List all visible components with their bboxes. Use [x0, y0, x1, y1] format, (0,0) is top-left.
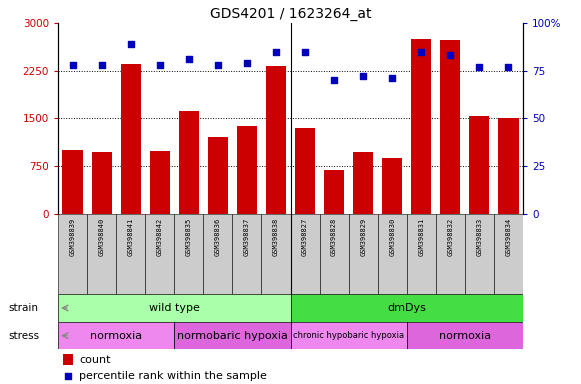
- Text: GSM398829: GSM398829: [360, 218, 366, 256]
- Point: [213, 62, 223, 68]
- Bar: [116, 214, 145, 294]
- Bar: [382, 158, 402, 214]
- Text: GSM398831: GSM398831: [418, 218, 424, 256]
- Bar: [92, 152, 112, 214]
- Point: [358, 73, 368, 79]
- Point: [504, 64, 513, 70]
- Text: GSM398833: GSM398833: [476, 218, 482, 256]
- Point: [155, 62, 164, 68]
- Bar: [498, 118, 518, 214]
- Point: [184, 56, 193, 62]
- Text: dmDys: dmDys: [388, 303, 426, 313]
- Point: [63, 373, 73, 379]
- Text: GSM398830: GSM398830: [389, 218, 395, 256]
- Point: [271, 48, 281, 55]
- Bar: [58, 214, 87, 294]
- Bar: [440, 40, 460, 214]
- Bar: [174, 322, 290, 349]
- Bar: [469, 116, 489, 214]
- Bar: [121, 64, 141, 214]
- Bar: [320, 214, 349, 294]
- Text: GSM398839: GSM398839: [70, 218, 76, 256]
- Text: normobaric hypoxia: normobaric hypoxia: [177, 331, 288, 341]
- Bar: [63, 150, 83, 214]
- Point: [68, 62, 77, 68]
- Bar: [407, 322, 523, 349]
- Text: strain: strain: [9, 303, 39, 313]
- Point: [446, 52, 455, 58]
- Bar: [150, 151, 170, 214]
- Bar: [208, 137, 228, 214]
- Text: GSM398834: GSM398834: [505, 218, 511, 256]
- Text: GSM398836: GSM398836: [215, 218, 221, 256]
- Bar: [349, 214, 378, 294]
- Bar: [290, 294, 523, 322]
- Point: [300, 48, 310, 55]
- Point: [126, 41, 135, 47]
- Bar: [237, 126, 257, 214]
- Bar: [178, 111, 199, 214]
- Bar: [378, 214, 407, 294]
- Text: GSM398832: GSM398832: [447, 218, 453, 256]
- Text: percentile rank within the sample: percentile rank within the sample: [79, 371, 267, 381]
- Bar: [465, 214, 494, 294]
- Text: normoxia: normoxia: [90, 331, 142, 341]
- Bar: [87, 214, 116, 294]
- Text: GSM398842: GSM398842: [157, 218, 163, 256]
- Text: GSM398838: GSM398838: [273, 218, 279, 256]
- Point: [329, 77, 339, 83]
- Bar: [63, 354, 73, 365]
- Bar: [407, 214, 436, 294]
- Bar: [324, 170, 344, 214]
- Bar: [494, 214, 523, 294]
- Text: GSM398835: GSM398835: [186, 218, 192, 256]
- Text: count: count: [79, 355, 110, 365]
- Point: [97, 62, 106, 68]
- Text: stress: stress: [9, 331, 40, 341]
- Text: GSM398827: GSM398827: [302, 218, 308, 256]
- Bar: [290, 214, 320, 294]
- Bar: [266, 66, 286, 214]
- Bar: [295, 128, 315, 214]
- Bar: [436, 214, 465, 294]
- Point: [242, 60, 252, 66]
- Bar: [261, 214, 290, 294]
- Bar: [411, 39, 431, 214]
- Text: GSM398828: GSM398828: [331, 218, 337, 256]
- Bar: [58, 294, 290, 322]
- Bar: [232, 214, 261, 294]
- Text: GDS4201 / 1623264_at: GDS4201 / 1623264_at: [210, 7, 371, 21]
- Point: [417, 48, 426, 55]
- Bar: [174, 214, 203, 294]
- Text: GSM398837: GSM398837: [244, 218, 250, 256]
- Point: [388, 75, 397, 81]
- Text: GSM398841: GSM398841: [128, 218, 134, 256]
- Text: normoxia: normoxia: [439, 331, 491, 341]
- Text: wild type: wild type: [149, 303, 200, 313]
- Point: [475, 64, 484, 70]
- Bar: [145, 214, 174, 294]
- Bar: [203, 214, 232, 294]
- Text: chronic hypobaric hypoxia: chronic hypobaric hypoxia: [293, 331, 404, 340]
- Bar: [58, 322, 174, 349]
- Bar: [353, 152, 373, 214]
- Text: GSM398840: GSM398840: [99, 218, 105, 256]
- Bar: [290, 322, 407, 349]
